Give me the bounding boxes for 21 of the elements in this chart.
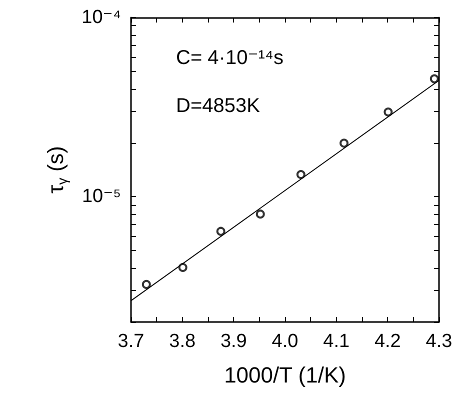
point xyxy=(296,170,306,180)
x-tick-label: 3.8 xyxy=(169,331,196,352)
y-axis-title: τγ (s) xyxy=(43,146,70,194)
x-tick-label: 4.1 xyxy=(323,331,350,352)
point xyxy=(430,74,439,84)
point xyxy=(142,280,151,289)
point xyxy=(256,210,265,219)
x-tick-label: 4.2 xyxy=(374,331,401,352)
x-tick-label: 3.7 xyxy=(118,331,144,352)
point xyxy=(178,262,188,272)
annotation: C= 4·10⁻¹⁴s xyxy=(176,47,284,69)
y-tick-label: 10⁻⁴ xyxy=(82,7,121,28)
y-tick-label: 10⁻⁵ xyxy=(82,186,121,208)
point xyxy=(216,226,226,236)
x-tick-label: 4.0 xyxy=(272,331,298,352)
x-axis-title: 1000/T (1/K) xyxy=(224,362,346,388)
x-tick-label: 4.3 xyxy=(426,331,452,352)
point xyxy=(340,138,349,148)
x-tick-label: 3.9 xyxy=(220,331,247,352)
point xyxy=(384,108,393,116)
annotation: D=4853K xyxy=(176,95,261,117)
